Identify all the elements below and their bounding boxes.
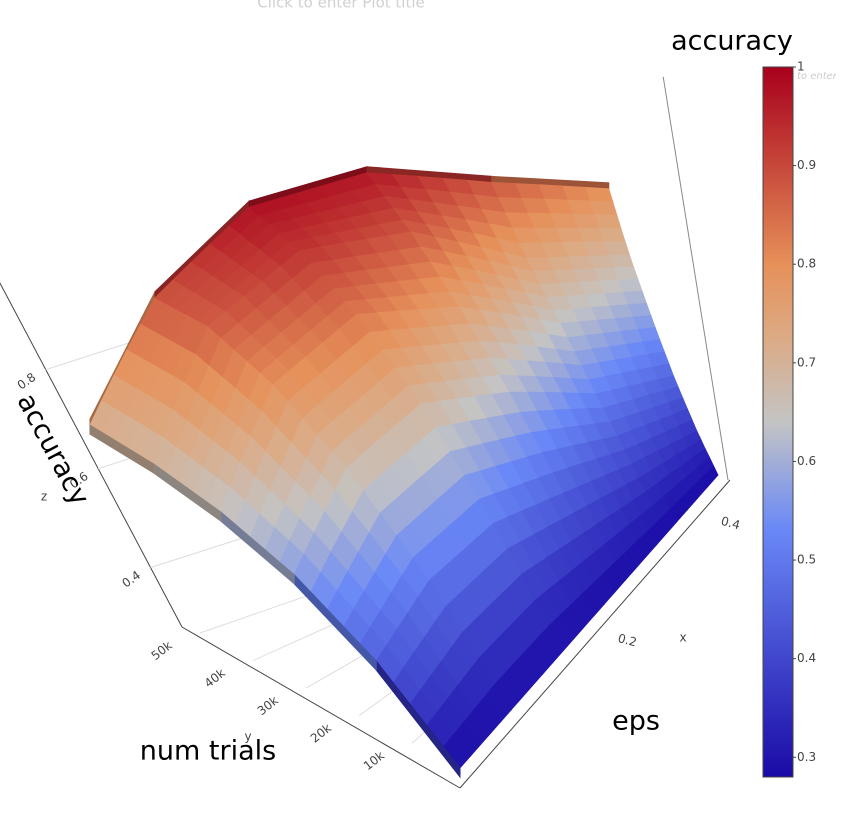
y-tick-label: 30k: [255, 693, 281, 718]
colorbar-tick-label: 0.5: [797, 553, 816, 567]
chart-title[interactable]: Click to enter Plot title: [257, 0, 424, 12]
y-axis-line: [181, 626, 461, 789]
colorbar-tick-label: 0.6: [797, 454, 816, 468]
colorbar-tick-label: 1: [797, 60, 805, 74]
surface: [89, 166, 719, 779]
z-axis-name: z: [41, 490, 47, 504]
x-tick-label: 0.4: [719, 514, 741, 532]
surface-patch: [702, 465, 719, 488]
y-axis-name: y: [244, 730, 251, 744]
surface-patch: [594, 214, 622, 229]
x-tick-label: 0.2: [616, 631, 638, 649]
colorbar-placeholder[interactable]: Click to enter Colorscale title: [770, 71, 846, 82]
back-edge-line: [662, 76, 729, 481]
colorbar-tick-label: 0.7: [797, 355, 816, 369]
y-tick-label: 40k: [202, 666, 228, 691]
z-tick-label: 0.4: [119, 568, 143, 590]
colorbar-tick-label: 0.9: [797, 158, 816, 172]
x-axis-title[interactable]: eps: [612, 706, 660, 737]
colorbar-title[interactable]: accuracy: [671, 26, 793, 57]
colorbar-tick-label: 0.3: [797, 750, 816, 764]
z-axis-title[interactable]: accuracy: [11, 388, 96, 510]
colorbar-tick-label: 0.4: [797, 651, 816, 665]
y-tick-label: 20k: [308, 721, 334, 746]
x-axis-name: x: [679, 631, 686, 645]
y-tick-label: 10k: [361, 748, 387, 773]
colorbar: [762, 66, 794, 778]
surface-patch: [585, 186, 614, 203]
z-tick-label: 0.8: [15, 370, 39, 392]
surface-patch: [608, 254, 635, 269]
y-axis-title[interactable]: num trials: [140, 736, 276, 767]
surface-patch: [613, 266, 639, 281]
surface-patch: [604, 241, 631, 256]
surface-patch: [599, 227, 626, 243]
colorbar-tick-label: 0.8: [797, 257, 816, 271]
y-tick-label: 50k: [149, 638, 175, 663]
surface-patch: [589, 200, 618, 216]
x-axis-line: [459, 479, 731, 789]
surface-edge: [89, 424, 154, 474]
